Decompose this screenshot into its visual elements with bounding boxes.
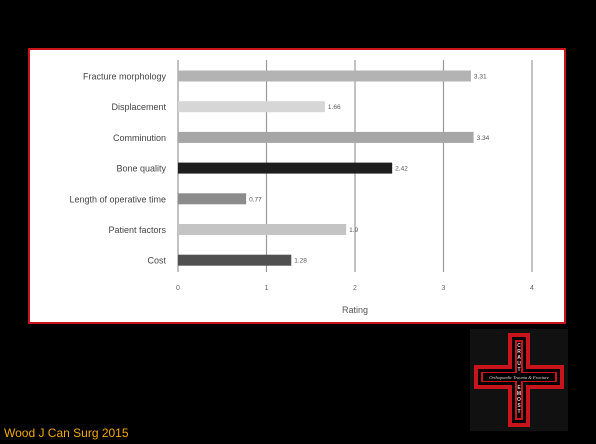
value-label: 0.77 [249,196,262,203]
bar [178,193,247,205]
x-tick-label: 2 [353,285,357,292]
category-label: Patient factors [108,225,166,235]
bar [178,162,393,174]
category-label: Displacement [111,102,166,112]
bar [178,70,471,82]
citation-text: Wood J Can Surg 2015 [4,426,129,440]
category-label: Cost [147,256,166,266]
chart-panel: 0 1 2 3 4 Rating Fracture morphology 3.31 Displa… [28,48,566,324]
logo-letter: M [517,391,521,397]
category-label: Bone quality [116,164,166,174]
logo-banner-text: Orthopaedic Trauma & Fracture [489,375,548,380]
value-label: 1.66 [328,104,341,111]
value-label: 3.34 [477,135,490,142]
logo-letter: C [517,343,521,349]
bar [178,131,474,143]
logo-letter: T [517,409,520,415]
bar [178,101,325,113]
logo-letter: T [517,367,520,373]
logo-letter: U [517,361,521,367]
value-label: 3.31 [474,74,487,81]
bar [178,254,292,266]
category-label: Comminution [113,133,166,143]
x-tick-label: 1 [265,285,269,292]
x-tick-label: 0 [176,285,180,292]
x-tick-label: 3 [442,285,446,292]
logo-letter: S [517,403,521,409]
value-label: 1.28 [294,258,307,265]
logo-letter: E [517,385,521,391]
logo-letter: O [517,397,521,403]
category-label: Fracture morphology [83,72,167,82]
bar [178,224,347,235]
category-label: Length of operative time [69,194,166,204]
x-axis-title: Rating [342,305,368,315]
bar-chart: 0 1 2 3 4 Rating Fracture morphology 3.31 Displa… [69,60,534,315]
logo-letter: A [517,355,521,361]
x-tick-label: 4 [530,285,534,292]
logo-letter: R [517,349,521,355]
value-label: 1.9 [349,227,358,234]
value-label: 2.42 [395,166,408,173]
